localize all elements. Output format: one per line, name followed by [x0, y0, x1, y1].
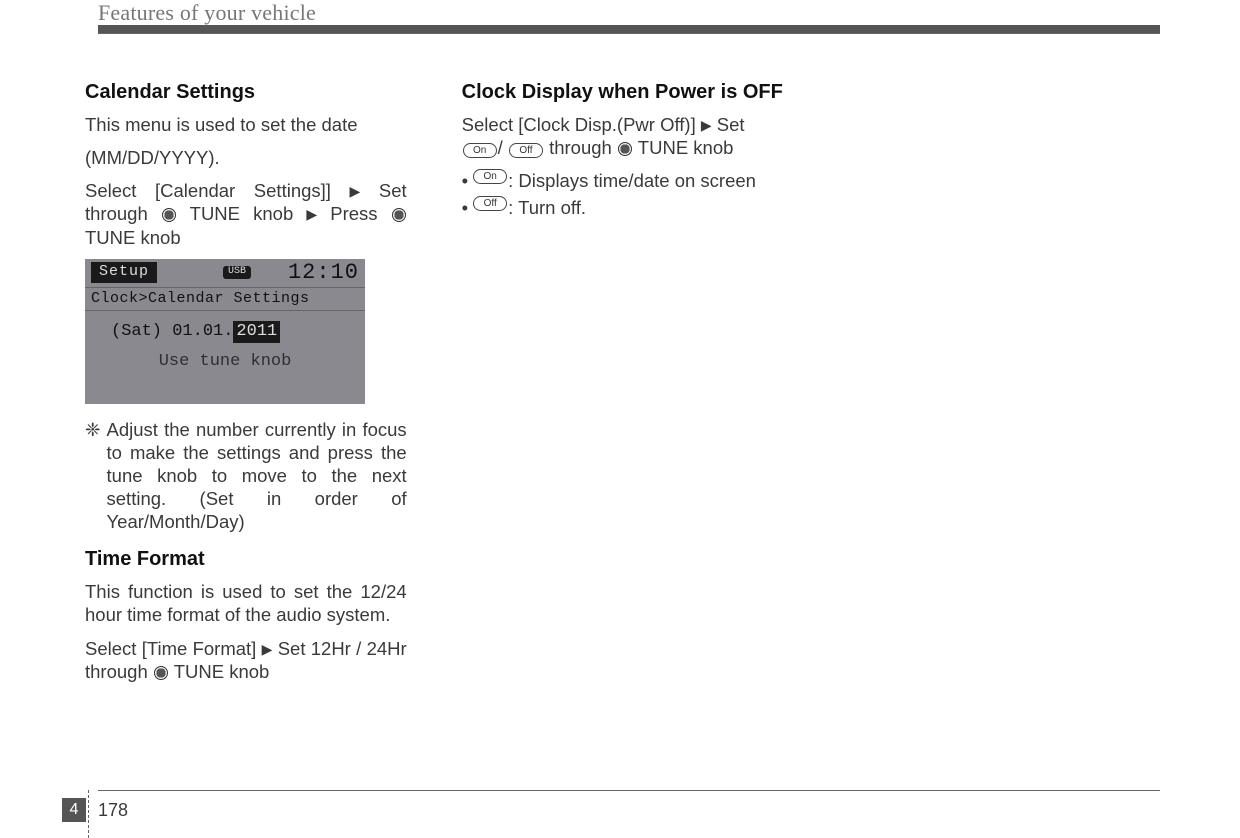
bullet-on: • On : Displays time/date on screen [462, 169, 784, 192]
text: TUNE knob [190, 203, 294, 224]
headunit-setup-tag: Setup [91, 262, 157, 283]
sequence-arrow-icon: ▶ [306, 206, 317, 224]
time-format-select-sequence: Select [Time Format] ▶ Set 12Hr / 24Hr t… [85, 637, 407, 683]
bullet-off-text: : Turn off. [508, 196, 586, 219]
calendar-desc-line1: This menu is used to set the date [85, 113, 407, 136]
headunit-screenshot: Setup USB 12:10 Clock>Calendar Settings … [85, 259, 365, 404]
clockdisp-select-sequence: Select [Clock Disp.(Pwr Off)] ▶ Set On/ … [462, 113, 784, 159]
text: Select [Time Format] [85, 638, 256, 659]
top-rule [98, 25, 1160, 33]
headunit-usb-icon: USB [223, 266, 251, 279]
page: Features of your vehicle Calendar Settin… [0, 0, 1240, 838]
sequence-arrow-icon: ▶ [350, 183, 361, 201]
headunit-date-prefix: (Sat) 01.01. [111, 322, 233, 341]
column-2: Clock Display when Power is OFF Select [… [462, 80, 784, 693]
bullet-dot-icon: • [462, 196, 468, 219]
headunit-hint: Use tune knob [85, 347, 365, 372]
note-text: Adjust the number currently in focus to … [107, 418, 407, 534]
headunit-clock: 12:10 [288, 259, 359, 287]
page-number: 178 [98, 800, 128, 821]
note-mark-icon: ❈ [85, 418, 101, 534]
heading-clock-display: Clock Display when Power is OFF [462, 80, 784, 105]
headunit-year-highlight: 2011 [233, 321, 280, 342]
calendar-select-sequence: Select [Calendar Settings]] ▶ Set throug… [85, 179, 407, 248]
sequence-arrow-icon: ▶ [701, 117, 712, 135]
headunit-breadcrumb: Clock>Calendar Settings [85, 287, 365, 312]
gutter-dashed [88, 790, 89, 838]
column-1: Calendar Settings This menu is used to s… [85, 80, 407, 693]
column-3 [838, 80, 1160, 693]
calendar-desc-line2: (MM/DD/YYYY). [85, 146, 407, 169]
running-head: Features of your vehicle [98, 0, 316, 26]
chapter-number-box: 4 [62, 798, 86, 822]
pill-off-icon: Off [509, 143, 543, 158]
pill-on-icon: On [473, 169, 507, 184]
text: Set [717, 114, 745, 135]
heading-calendar-settings: Calendar Settings [85, 80, 407, 105]
tune-knob-icon [392, 208, 406, 222]
bullet-dot-icon: • [462, 169, 468, 192]
text: Press [330, 203, 390, 224]
bullet-on-text: : Displays time/date on screen [508, 169, 756, 192]
sequence-arrow-icon: ▶ [262, 641, 273, 659]
heading-time-format: Time Format [85, 547, 407, 572]
text: TUNE knob [174, 661, 270, 682]
calendar-note: ❈ Adjust the number currently in focus t… [85, 418, 407, 534]
text: Select [Clock Disp.(Pwr Off)] [462, 114, 696, 135]
time-format-desc: This function is used to set the 12/24 h… [85, 580, 407, 626]
pill-on-icon: On [463, 143, 497, 158]
pill-off-icon: Off [473, 196, 507, 211]
tune-knob-icon [154, 666, 168, 680]
content-columns: Calendar Settings This menu is used to s… [85, 80, 1160, 693]
text: TUNE knob [638, 137, 734, 158]
bottom-rule [98, 790, 1160, 791]
tune-knob-icon [618, 142, 632, 156]
text: through [549, 137, 617, 158]
headunit-date-row: (Sat) 01.01.2011 [85, 311, 365, 346]
tune-knob-icon [162, 208, 176, 222]
text: TUNE knob [85, 227, 181, 248]
bullet-off: • Off : Turn off. [462, 196, 784, 219]
text: Select [Calendar Settings]] [85, 180, 331, 201]
headunit-statusbar: Setup USB 12:10 [85, 259, 365, 287]
